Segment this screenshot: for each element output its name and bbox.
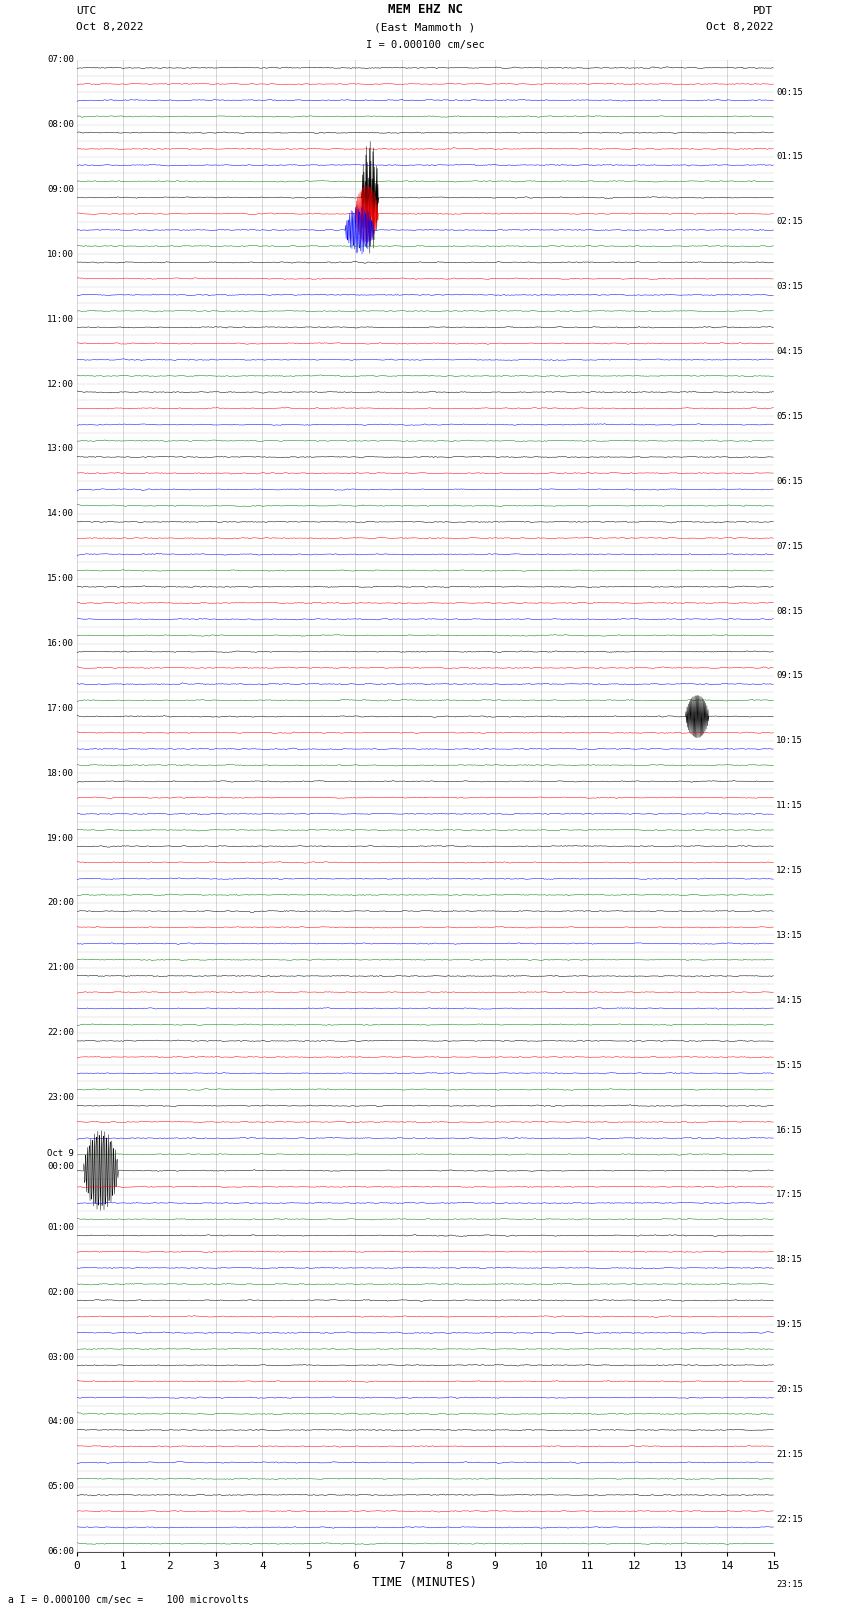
Text: 11:15: 11:15 [776, 802, 803, 810]
Text: 12:00: 12:00 [47, 379, 74, 389]
Text: 07:00: 07:00 [47, 55, 74, 65]
X-axis label: TIME (MINUTES): TIME (MINUTES) [372, 1576, 478, 1589]
Text: 23:15: 23:15 [776, 1579, 803, 1589]
Text: PDT: PDT [753, 6, 774, 16]
Text: 13:15: 13:15 [776, 931, 803, 940]
Text: 20:15: 20:15 [776, 1386, 803, 1394]
Text: 17:15: 17:15 [776, 1190, 803, 1200]
Text: 16:15: 16:15 [776, 1126, 803, 1134]
Text: 04:00: 04:00 [47, 1418, 74, 1426]
Text: I = 0.000100 cm/sec: I = 0.000100 cm/sec [366, 40, 484, 50]
Text: 08:00: 08:00 [47, 119, 74, 129]
Text: a I = 0.000100 cm/sec =    100 microvolts: a I = 0.000100 cm/sec = 100 microvolts [8, 1595, 249, 1605]
Text: Oct 8,2022: Oct 8,2022 [76, 23, 144, 32]
Text: 07:15: 07:15 [776, 542, 803, 550]
Text: 02:15: 02:15 [776, 218, 803, 226]
Text: Oct 8,2022: Oct 8,2022 [706, 23, 774, 32]
Text: 22:15: 22:15 [776, 1515, 803, 1524]
Text: 08:15: 08:15 [776, 606, 803, 616]
Text: 22:00: 22:00 [47, 1027, 74, 1037]
Text: 11:00: 11:00 [47, 315, 74, 324]
Text: 18:00: 18:00 [47, 769, 74, 777]
Text: 12:15: 12:15 [776, 866, 803, 876]
Text: 21:00: 21:00 [47, 963, 74, 973]
Text: 16:00: 16:00 [47, 639, 74, 648]
Text: 18:15: 18:15 [776, 1255, 803, 1265]
Text: 19:15: 19:15 [776, 1319, 803, 1329]
Text: 00:15: 00:15 [776, 87, 803, 97]
Text: 00:00: 00:00 [47, 1163, 74, 1171]
Text: 03:00: 03:00 [47, 1353, 74, 1361]
Text: 21:15: 21:15 [776, 1450, 803, 1458]
Text: 01:00: 01:00 [47, 1223, 74, 1232]
Text: 23:00: 23:00 [47, 1094, 74, 1102]
Text: UTC: UTC [76, 6, 97, 16]
Text: 13:00: 13:00 [47, 445, 74, 453]
Text: 19:00: 19:00 [47, 834, 74, 842]
Text: 05:15: 05:15 [776, 411, 803, 421]
Text: 10:15: 10:15 [776, 736, 803, 745]
Text: 02:00: 02:00 [47, 1287, 74, 1297]
Text: 03:15: 03:15 [776, 282, 803, 292]
Text: 06:00: 06:00 [47, 1547, 74, 1557]
Text: 14:00: 14:00 [47, 510, 74, 518]
Text: 15:00: 15:00 [47, 574, 74, 584]
Text: 09:15: 09:15 [776, 671, 803, 681]
Text: 15:15: 15:15 [776, 1061, 803, 1069]
Text: 17:00: 17:00 [47, 703, 74, 713]
Text: 01:15: 01:15 [776, 153, 803, 161]
Text: Oct 9: Oct 9 [47, 1148, 74, 1158]
Text: MEM EHZ NC: MEM EHZ NC [388, 3, 462, 16]
Text: 20:00: 20:00 [47, 898, 74, 908]
Text: 06:15: 06:15 [776, 477, 803, 486]
Text: 04:15: 04:15 [776, 347, 803, 356]
Text: 10:00: 10:00 [47, 250, 74, 258]
Text: 09:00: 09:00 [47, 185, 74, 194]
Text: 05:00: 05:00 [47, 1482, 74, 1492]
Text: (East Mammoth ): (East Mammoth ) [374, 23, 476, 32]
Text: 14:15: 14:15 [776, 995, 803, 1005]
